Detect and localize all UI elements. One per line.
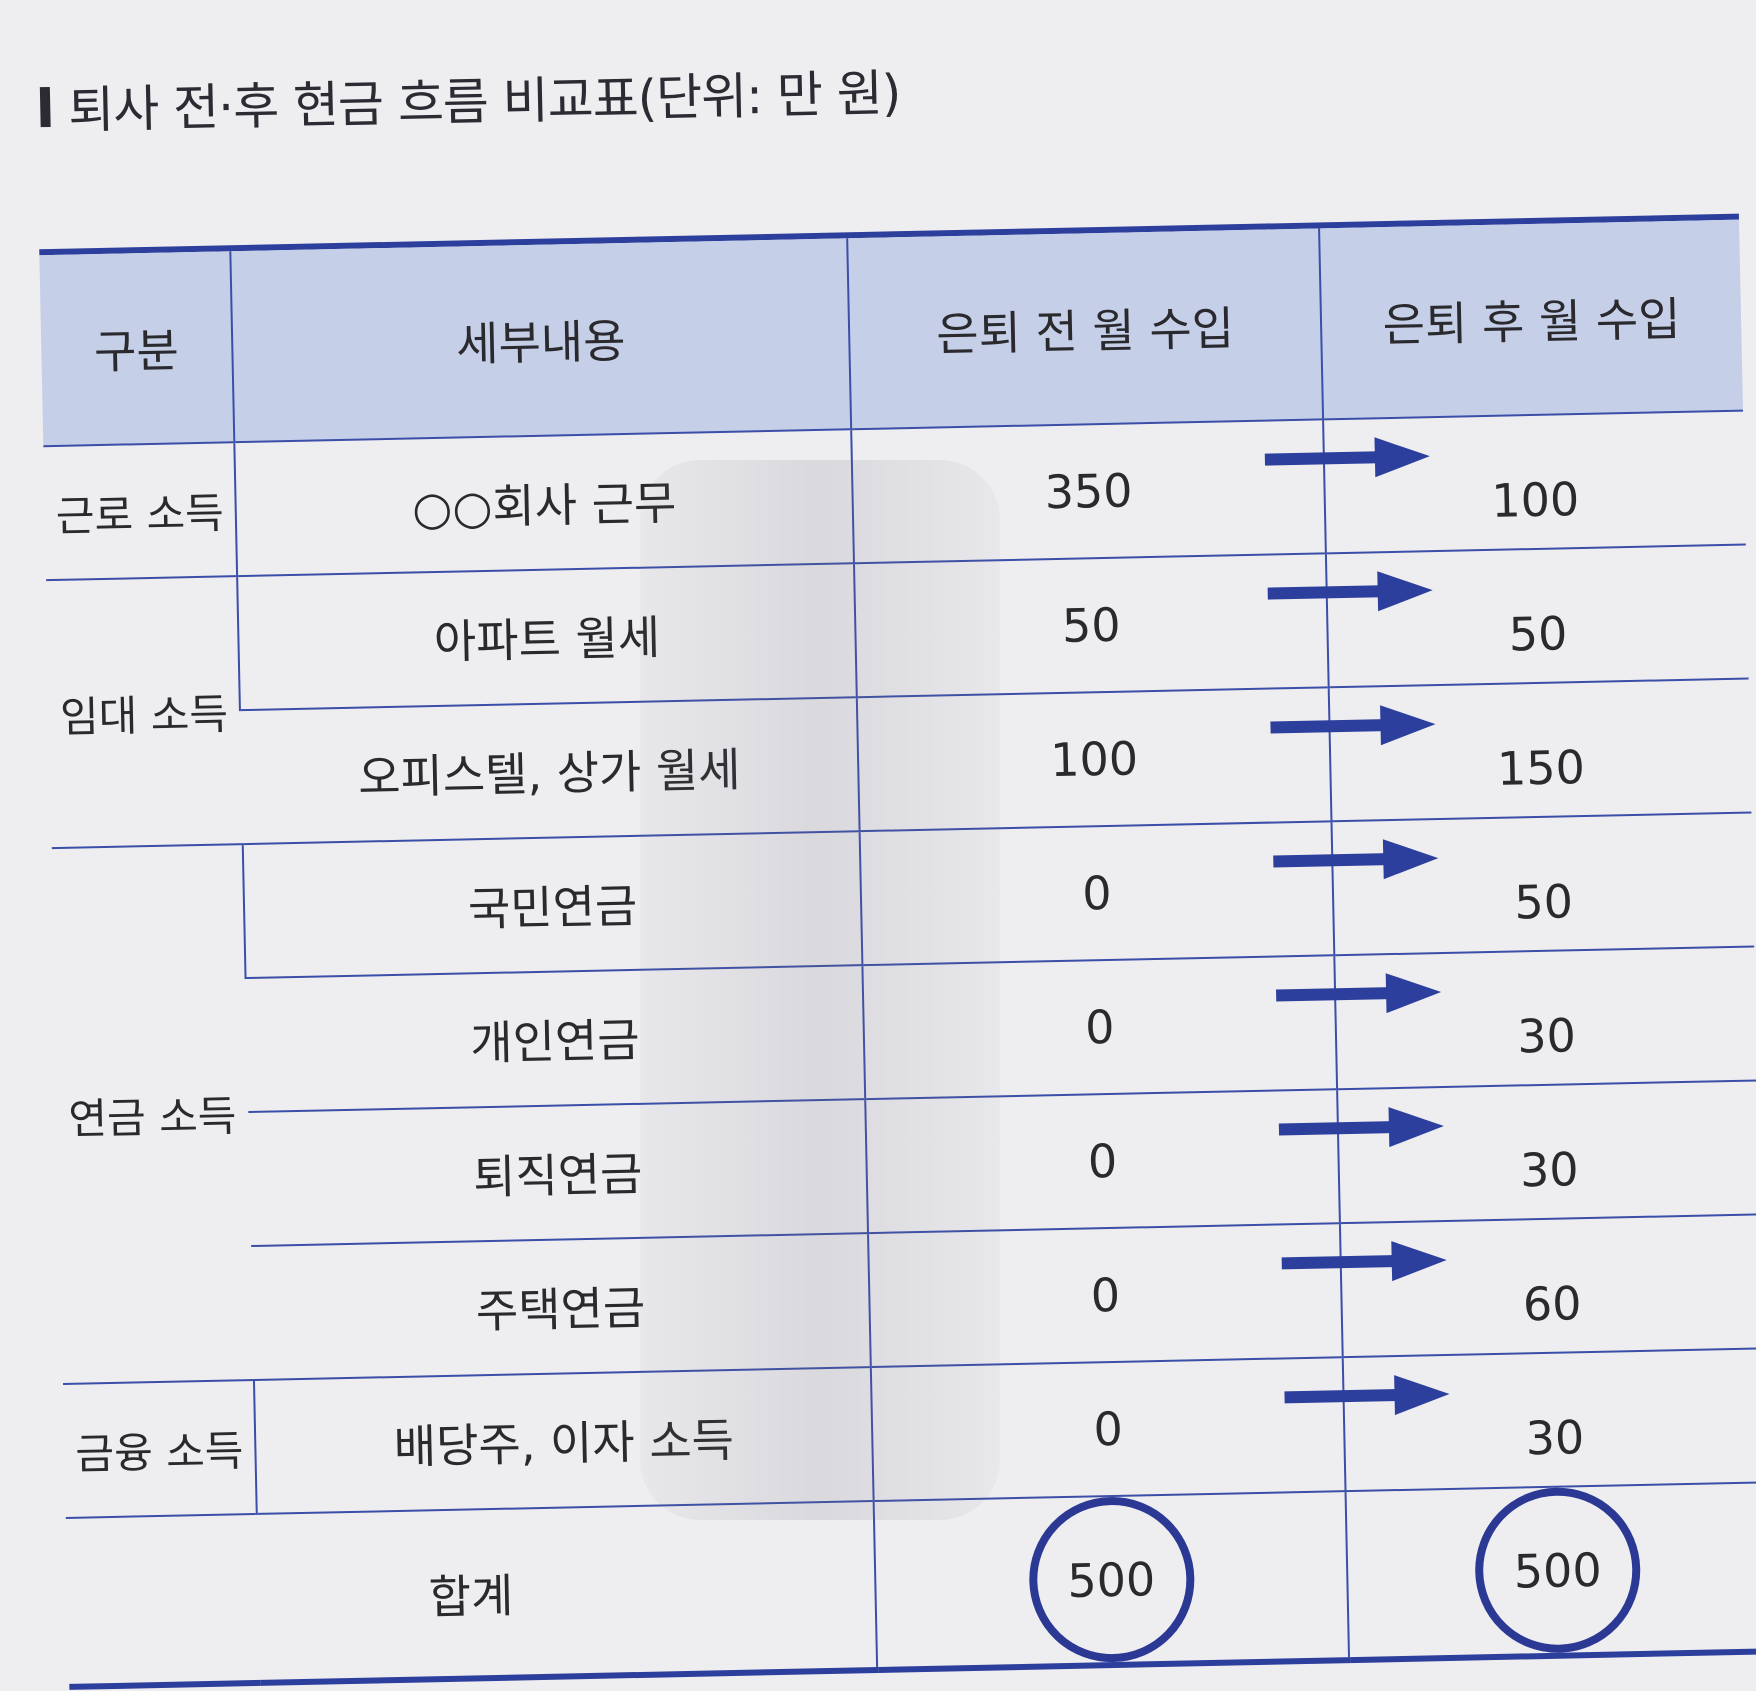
after-cell: 30: [1276, 946, 1756, 1090]
table-title: 퇴사 전·후 현금 흐름 비교표(단위: 만 원): [39, 53, 901, 143]
group-label: 임대 소득: [46, 576, 243, 849]
total-label: 합계: [65, 1501, 878, 1687]
header-detail: 세부내용: [230, 238, 852, 443]
right-arrow-icon: [1267, 570, 1438, 614]
group-label: 연금 소득: [51, 844, 254, 1384]
after-value: 30: [1525, 1410, 1585, 1466]
table-title-text: 퇴사 전·후 현금 흐름 비교표(단위: 만 원): [67, 64, 901, 140]
after-value: 50: [1508, 606, 1568, 662]
total-row: 합계 500 500: [65, 1482, 1756, 1687]
detail-cell: 배당주, 이자 소득: [253, 1367, 874, 1514]
after-value: 60: [1522, 1276, 1582, 1332]
right-arrow-icon: [1278, 1106, 1450, 1150]
cash-flow-table: 구분 세부내용 은퇴 전 월 수입 은퇴 후 월 수입 근로 소득 ○○회사 근…: [39, 219, 1756, 1690]
before-cell: 0: [859, 821, 1335, 966]
after-cell: 100: [1264, 410, 1746, 554]
detail-cell: 국민연금: [242, 831, 863, 979]
after-cell: 150: [1270, 678, 1752, 822]
header-row: 구분 세부내용 은퇴 전 월 수입 은퇴 후 월 수입: [39, 219, 1743, 447]
title-marker-icon: [39, 86, 51, 128]
before-cell: 0: [865, 1089, 1340, 1234]
right-arrow-icon: [1273, 838, 1444, 882]
right-arrow-icon: [1281, 1239, 1452, 1284]
before-cell: 100: [856, 687, 1332, 832]
group-label: 금융 소득: [62, 1379, 257, 1518]
detail-cell: 아파트 월세: [237, 563, 857, 711]
detail-cell: 개인연금: [245, 965, 866, 1113]
after-value: 30: [1519, 1142, 1580, 1198]
after-cell: 30: [1284, 1348, 1756, 1492]
detail-cell: 오피스텔, 상가 월세: [239, 697, 860, 845]
circle-highlight: 500: [1473, 1486, 1642, 1655]
total-before-cell: 500: [873, 1491, 1350, 1670]
right-arrow-icon: [1284, 1373, 1455, 1418]
detail-cell: 퇴직연금: [248, 1099, 869, 1247]
after-value: 150: [1496, 739, 1586, 796]
right-arrow-icon: [1264, 436, 1435, 480]
circle-highlight: 500: [1027, 1495, 1196, 1664]
before-cell: 0: [870, 1357, 1346, 1502]
before-cell: 0: [862, 955, 1338, 1100]
header-after: 은퇴 후 월 수입: [1319, 219, 1743, 420]
before-cell: 0: [868, 1223, 1343, 1368]
header-category: 구분: [39, 251, 235, 447]
after-value: 30: [1516, 1008, 1577, 1064]
detail-cell: 주택연금: [251, 1233, 871, 1380]
right-arrow-icon: [1270, 704, 1441, 748]
before-cell: 350: [851, 419, 1326, 564]
right-arrow-icon: [1276, 972, 1447, 1016]
detail-cell: ○○회사 근무: [234, 429, 854, 577]
after-value: 50: [1513, 874, 1574, 930]
total-after-cell: 500: [1345, 1482, 1756, 1661]
after-value: 100: [1490, 472, 1580, 528]
before-cell: 50: [853, 553, 1329, 698]
after-cell: 30: [1278, 1080, 1756, 1224]
group-label: 근로 소득: [43, 442, 238, 581]
header-before: 은퇴 전 월 수입: [847, 228, 1324, 430]
after-cell: 50: [1267, 544, 1749, 688]
after-cell: 60: [1281, 1214, 1756, 1358]
after-cell: 50: [1273, 812, 1755, 956]
